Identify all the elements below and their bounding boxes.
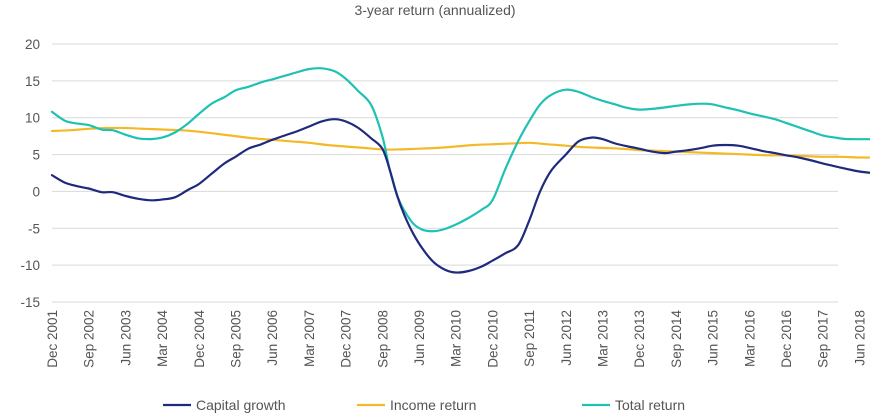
x-tick-label: Jun 2015 — [706, 310, 721, 366]
y-tick-label: 5 — [32, 148, 40, 163]
series-line-capital-growth — [50, 118, 870, 274]
x-axis-tick-labels: Dec 2001 Sep 2002 Jun 2003 Mar 2004 Dec 2004… — [45, 310, 867, 368]
x-tick-label: Jun 2006 — [265, 310, 280, 366]
y-tick-label: -10 — [20, 258, 40, 273]
x-tick-label: Dec 2016 — [779, 310, 794, 368]
series-lines — [50, 67, 870, 274]
gridlines — [52, 43, 838, 303]
x-tick-label: Mar 2013 — [596, 310, 611, 367]
legend-label: Total return — [615, 397, 685, 413]
chart-title: 3-year return (annualized) — [354, 2, 516, 18]
x-tick-label: Jun 2018 — [852, 310, 867, 366]
x-tick-label: Mar 2016 — [742, 310, 757, 367]
legend-label: Capital growth — [196, 397, 286, 413]
x-tick-label: Dec 2010 — [485, 310, 500, 368]
x-tick-label: Dec 2004 — [192, 310, 207, 368]
x-tick-label: Dec 2001 — [45, 310, 60, 368]
x-tick-label: Sep 2011 — [522, 310, 537, 367]
x-tick-label: Dec 2007 — [339, 310, 354, 368]
y-tick-label: -5 — [28, 221, 40, 236]
y-tick-label: -15 — [20, 295, 40, 310]
x-tick-label: Mar 2010 — [449, 310, 464, 367]
x-tick-label: Sep 2017 — [816, 310, 831, 368]
y-tick-label: 15 — [25, 74, 40, 89]
x-tick-label: Sep 2002 — [82, 310, 97, 368]
x-tick-label: Sep 2005 — [229, 310, 244, 368]
series-line-income-return — [50, 126, 870, 159]
x-tick-label: Jun 2009 — [412, 310, 427, 366]
x-tick-label: Jun 2003 — [118, 310, 133, 366]
x-tick-label: Jun 2012 — [559, 310, 574, 366]
y-tick-label: 0 — [32, 184, 40, 199]
x-tick-label: Mar 2007 — [302, 310, 317, 367]
y-tick-label: 10 — [25, 111, 40, 126]
x-tick-label: Sep 2008 — [375, 310, 390, 368]
y-tick-label: 20 — [25, 37, 40, 52]
legend-label: Income return — [390, 397, 476, 413]
y-axis-tick-labels: -15 -10 -5 0 5 10 15 20 — [20, 37, 40, 310]
legend: Capital growth Income return Total return — [163, 397, 685, 413]
x-tick-label: Mar 2004 — [155, 310, 170, 368]
series-line-total-return — [50, 67, 870, 233]
x-tick-label: Sep 2014 — [669, 310, 684, 368]
x-tick-label: Dec 2013 — [632, 310, 647, 368]
